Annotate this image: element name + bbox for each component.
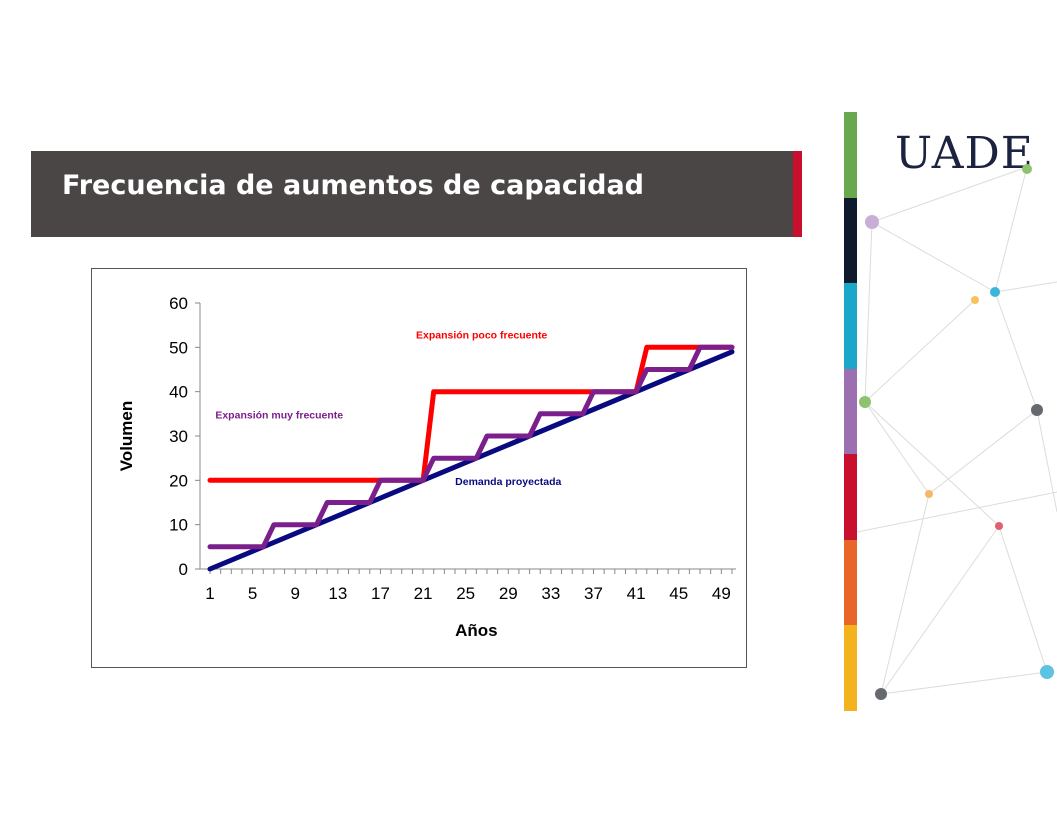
network-dot [859, 396, 871, 408]
network-dot [925, 490, 933, 498]
y-tick-label: 30 [169, 427, 188, 446]
y-tick-label: 60 [169, 294, 188, 313]
network-dot [1022, 164, 1032, 174]
x-tick-label: 5 [248, 584, 257, 603]
x-tick-label: 1 [205, 584, 214, 603]
network-dot [971, 296, 979, 304]
stripe-segment [844, 112, 857, 198]
stripe-segment [844, 368, 857, 454]
uade-logo: UADE [895, 128, 1034, 179]
y-tick-label: 10 [169, 516, 188, 535]
title-accent [793, 151, 802, 237]
series-label-1: Expansión muy frecuente [215, 409, 343, 421]
y-tick-label: 20 [169, 471, 188, 490]
series-label-0: Expansión poco frecuente [416, 329, 547, 341]
y-axis-title: Volumen [117, 401, 136, 472]
x-tick-label: 25 [456, 584, 475, 603]
title-bar [31, 151, 793, 237]
series-label-2: Demanda proyectada [455, 476, 561, 488]
series-line-1 [207, 344, 735, 550]
chart-frame: 0 10 20 30 40 50 60 1 5 9 13 17 21 25 29 33 37 41 45 49 Años… [91, 268, 747, 668]
network-dot [1031, 404, 1043, 416]
stripe-segment [844, 454, 857, 540]
network-dot [1040, 665, 1054, 679]
x-tick-label: 17 [371, 584, 390, 603]
network-dot [875, 688, 887, 700]
chart: 0 10 20 30 40 50 60 1 5 9 13 17 21 25 29 33 37 41 45 49 Años… [117, 294, 736, 640]
stripe-segment [844, 283, 857, 369]
y-tick-label: 0 [179, 560, 188, 579]
x-tick-label: 45 [669, 584, 688, 603]
stripe-segment [844, 625, 857, 711]
x-tick-label: 49 [712, 584, 731, 603]
network-dot [990, 287, 1000, 297]
stripe-segment [844, 197, 857, 283]
x-tick-label: 21 [414, 584, 433, 603]
x-tick-label: 33 [541, 584, 560, 603]
x-tick-label: 9 [290, 584, 299, 603]
x-axis-title: Años [455, 621, 498, 640]
stripe-segment [844, 539, 857, 625]
y-tick-label: 50 [169, 338, 188, 357]
network-decoration [857, 164, 1057, 700]
x-tick-label: 41 [627, 584, 646, 603]
network-dot [995, 522, 1003, 530]
y-tick-label: 40 [169, 383, 188, 402]
x-tick-label: 13 [328, 584, 347, 603]
network-dot [865, 215, 879, 229]
slide-title: Frecuencia de aumentos de capacidad [62, 170, 645, 201]
x-tick-label: 37 [584, 584, 603, 603]
x-tick-label: 29 [499, 584, 518, 603]
